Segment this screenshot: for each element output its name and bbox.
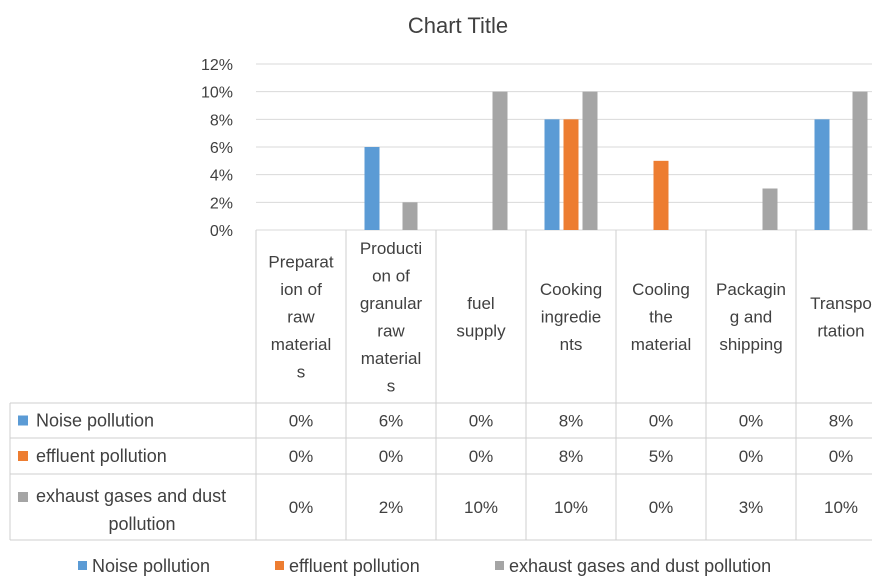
bar-effluent-pollution-3: [564, 119, 579, 230]
x-category-label: nts: [560, 335, 583, 354]
table-cell-value: 2%: [379, 498, 404, 517]
row-header: effluent pollution: [36, 446, 167, 466]
table-cell-value: 8%: [559, 447, 584, 466]
bar-exhaust-gases-and-dust-pollution-1: [403, 202, 418, 230]
x-category-label: Cooling: [632, 280, 690, 299]
x-category-label: fuel: [467, 294, 494, 313]
x-category-label: shipping: [719, 335, 782, 354]
legend-label: Noise pollution: [92, 556, 210, 576]
legend-item: Noise pollution: [78, 556, 210, 577]
table-cell-value: 0%: [289, 447, 314, 466]
x-category-label: s: [387, 376, 396, 395]
chart-legend: Noise pollution effluent pollution exhaust…: [0, 556, 872, 581]
y-tick-label: 8%: [210, 112, 233, 129]
x-category-label: rtation: [817, 321, 864, 340]
legend-swatch: [275, 561, 284, 570]
row-swatch-2: [18, 492, 28, 502]
bar-exhaust-gases-and-dust-pollution-3: [583, 92, 598, 230]
table-cell-value: 6%: [379, 412, 404, 431]
y-tick-label: 4%: [210, 168, 233, 185]
table-cell-value: 0%: [649, 412, 674, 431]
bar-exhaust-gases-and-dust-pollution-5: [763, 189, 778, 231]
x-category-label: Producti: [360, 239, 422, 258]
x-category-label: ingredie: [541, 308, 602, 327]
x-category-label: Cooking: [540, 280, 602, 299]
x-category-label: the: [649, 308, 673, 327]
x-category-label: material: [361, 349, 421, 368]
x-category-label: Packagin: [716, 280, 786, 299]
table-cell-value: 8%: [559, 412, 584, 431]
x-category-label: Preparat: [268, 253, 333, 272]
table-cell-value: 0%: [469, 447, 494, 466]
row-header: exhaust gases and dust: [36, 486, 226, 506]
legend-item: exhaust gases and dust pollution: [495, 556, 771, 577]
x-category-label: Transpo: [810, 294, 872, 313]
table-cell-value: 0%: [739, 447, 764, 466]
x-category-label: material: [631, 335, 691, 354]
legend-label: exhaust gases and dust pollution: [509, 556, 771, 576]
bar-exhaust-gases-and-dust-pollution-2: [493, 92, 508, 230]
y-tick-label: 10%: [201, 85, 233, 102]
y-tick-label: 6%: [210, 140, 233, 157]
table-cell-value: 0%: [829, 447, 854, 466]
legend-swatch: [495, 561, 504, 570]
table-cell-value: 8%: [829, 412, 854, 431]
table-cell-value: 0%: [739, 412, 764, 431]
row-header: Noise pollution: [36, 411, 154, 431]
bar-effluent-pollution-4: [654, 161, 669, 230]
y-tick-label: 12%: [201, 57, 233, 74]
bar-exhaust-gases-and-dust-pollution-6: [853, 92, 868, 230]
table-cell-value: 0%: [649, 498, 674, 517]
row-header-cont: pollution: [108, 514, 175, 534]
table-cell-value: 5%: [649, 447, 674, 466]
x-category-label: supply: [456, 321, 506, 340]
x-category-label: s: [297, 363, 306, 382]
x-category-label: granular: [360, 294, 423, 313]
table-cell-value: 0%: [379, 447, 404, 466]
x-category-label: material: [271, 335, 331, 354]
bar-noise-pollution-1: [365, 147, 380, 230]
chart-title: Chart Title: [408, 13, 508, 38]
row-swatch-1: [18, 451, 28, 461]
x-category-label: on of: [372, 266, 410, 285]
table-cell-value: 10%: [824, 498, 858, 517]
table-cell-value: 3%: [739, 498, 764, 517]
x-category-label: raw: [377, 321, 405, 340]
legend-label: effluent pollution: [289, 556, 420, 576]
bar-noise-pollution-6: [815, 119, 830, 230]
y-tick-label: 0%: [210, 223, 233, 240]
y-tick-label: 2%: [210, 195, 233, 212]
x-category-label: raw: [287, 308, 315, 327]
table-cell-value: 0%: [289, 498, 314, 517]
table-cell-value: 10%: [554, 498, 588, 517]
table-cell-value: 10%: [464, 498, 498, 517]
bar-noise-pollution-3: [545, 119, 560, 230]
table-cell-value: 0%: [289, 412, 314, 431]
legend-item: effluent pollution: [275, 556, 420, 577]
x-category-label: g and: [730, 308, 773, 327]
table-cell-value: 0%: [469, 412, 494, 431]
x-category-label: ion of: [280, 280, 322, 299]
row-swatch-0: [18, 416, 28, 426]
legend-swatch: [78, 561, 87, 570]
